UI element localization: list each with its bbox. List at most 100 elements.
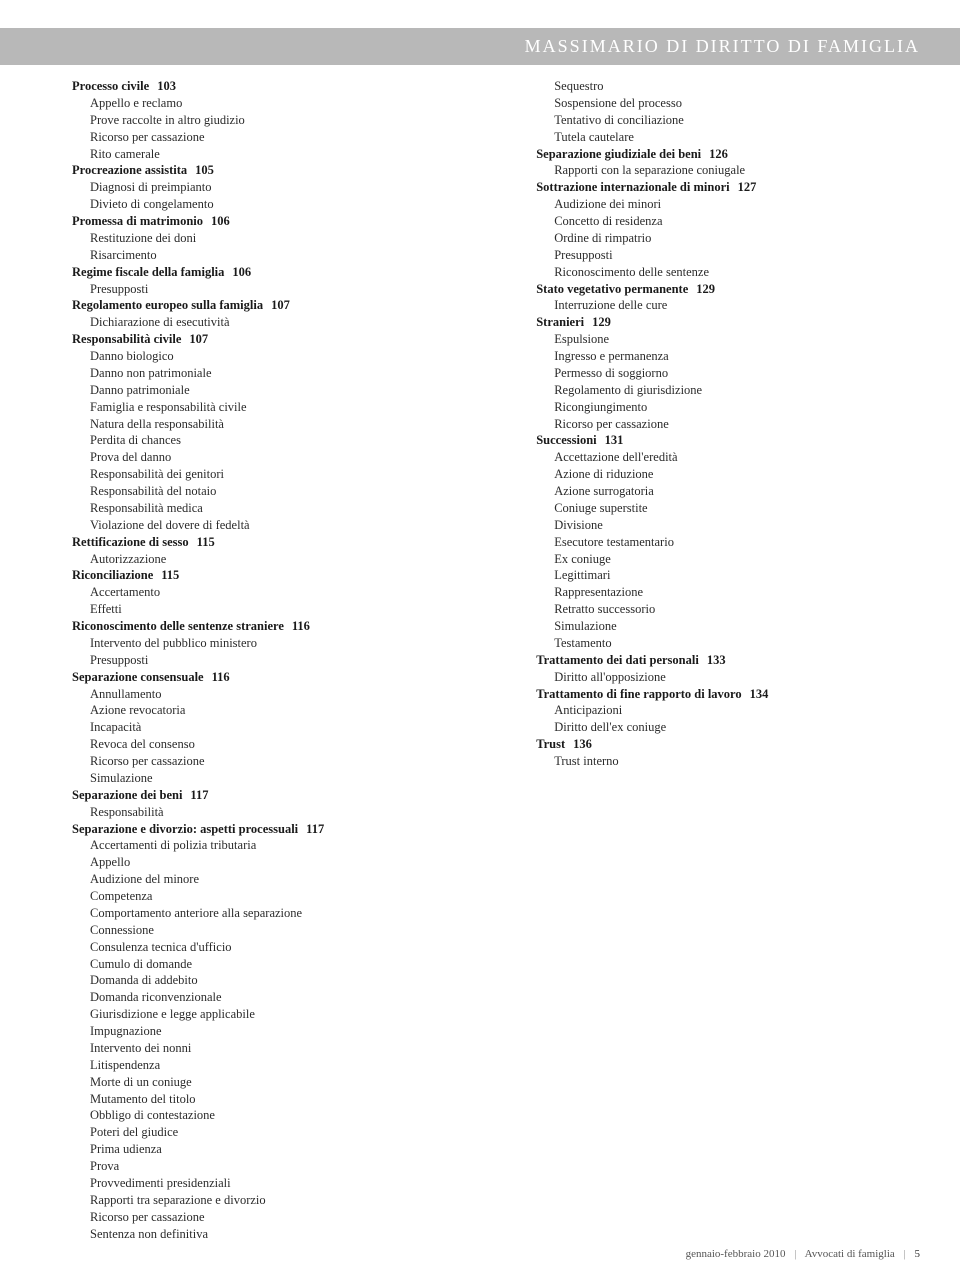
index-heading: Riconciliazione115 [72, 567, 496, 584]
index-subentry: Danno non patrimoniale [72, 365, 496, 382]
index-subentry: Autorizzazione [72, 551, 496, 568]
page-footer: gennaio-febbraio 2010 | Avvocati di fami… [686, 1248, 920, 1260]
index-column-right: SequestroSospensione del processoTentati… [536, 78, 920, 1242]
index-subentry: Revoca del consenso [72, 736, 496, 753]
index-subentry: Retratto successorio [536, 601, 920, 618]
index-subentry: Sospensione del processo [536, 95, 920, 112]
index-heading-page: 127 [738, 180, 757, 194]
index-subentry: Anticipazioni [536, 702, 920, 719]
index-heading-page: 103 [157, 79, 176, 93]
index-subentry: Sentenza non definitiva [72, 1226, 496, 1243]
index-subentry: Danno patrimoniale [72, 382, 496, 399]
index-subentry: Restituzione dei doni [72, 230, 496, 247]
index-subentry: Perdita di chances [72, 432, 496, 449]
index-subentry: Cumulo di domande [72, 956, 496, 973]
index-subentry: Morte di un coniuge [72, 1074, 496, 1091]
index-subentry: Legittimari [536, 567, 920, 584]
index-subentry: Tutela cautelare [536, 129, 920, 146]
index-subentry: Giurisdizione e legge applicabile [72, 1006, 496, 1023]
index-subentry: Azione di riduzione [536, 466, 920, 483]
index-subentry: Coniuge superstite [536, 500, 920, 517]
index-subentry: Riconoscimento delle sentenze [536, 264, 920, 281]
index-heading-title: Responsabilità civile [72, 332, 181, 346]
index-subentry: Presupposti [536, 247, 920, 264]
index-heading: Separazione consensuale116 [72, 669, 496, 686]
index-subentry: Ricorso per cassazione [72, 1209, 496, 1226]
index-heading-page: 131 [605, 433, 624, 447]
index-subentry: Ingresso e permanenza [536, 348, 920, 365]
index-column-left: Processo civile103Appello e reclamoProve… [72, 78, 496, 1242]
index-heading: Riconoscimento delle sentenze straniere1… [72, 618, 496, 635]
index-heading: Responsabilità civile 107 [72, 331, 496, 348]
index-heading: Promessa di matrimonio106 [72, 213, 496, 230]
index-subentry: Rapporti con la separazione coniugale [536, 162, 920, 179]
footer-divider: | [904, 1248, 906, 1260]
index-heading-title: Sottrazione internazionale di minori [536, 180, 729, 194]
index-heading: Regolamento europeo sulla famiglia 107 [72, 297, 496, 314]
index-subentry: Rito camerale [72, 146, 496, 163]
index-heading-page: 107 [189, 332, 208, 346]
index-heading-page: 107 [271, 298, 290, 312]
index-subentry: Accertamento [72, 584, 496, 601]
index-subentry: Responsabilità [72, 804, 496, 821]
index-heading-page: 129 [592, 315, 611, 329]
index-subentry: Audizione dei minori [536, 196, 920, 213]
index-heading-page: 117 [190, 788, 208, 802]
index-subentry: Tentativo di conciliazione [536, 112, 920, 129]
index-subentry: Presupposti [72, 652, 496, 669]
index-heading-page: 115 [161, 568, 179, 582]
index-heading-title: Trattamento dei dati personali [536, 653, 699, 667]
index-heading: Separazione giudiziale dei beni126 [536, 146, 920, 163]
index-subentry: Comportamento anteriore alla separazione [72, 905, 496, 922]
footer-publication: Avvocati di famiglia [805, 1248, 895, 1260]
index-subentry: Testamento [536, 635, 920, 652]
index-subentry: Danno biologico [72, 348, 496, 365]
index-subentry: Interruzione delle cure [536, 297, 920, 314]
index-heading: Trattamento dei dati personali 133 [536, 652, 920, 669]
index-subentry: Prove raccolte in altro giudizio [72, 112, 496, 129]
index-heading-title: Regolamento europeo sulla famiglia [72, 298, 263, 312]
index-subentry: Diritto all'opposizione [536, 669, 920, 686]
index-subentry: Mutamento del titolo [72, 1091, 496, 1108]
index-heading-page: 133 [707, 653, 726, 667]
index-subentry: Simulazione [72, 770, 496, 787]
index-heading-title: Successioni [536, 433, 596, 447]
index-subentry: Provvedimenti presidenziali [72, 1175, 496, 1192]
footer-divider: | [794, 1248, 796, 1260]
page-header: MASSIMARIO DI DIRITTO DI FAMIGLIA [0, 28, 960, 65]
index-subentry: Regolamento di giurisdizione [536, 382, 920, 399]
index-subentry: Prova del danno [72, 449, 496, 466]
index-heading: Processo civile 103 [72, 78, 496, 95]
index-subentry: Prova [72, 1158, 496, 1175]
index-heading-title: Processo civile [72, 79, 149, 93]
index-subentry: Annullamento [72, 686, 496, 703]
index-subentry: Dichiarazione di esecutività [72, 314, 496, 331]
index-heading-page: 105 [195, 163, 214, 177]
index-heading-title: Rettificazione di sesso [72, 535, 189, 549]
index-subentry: Intervento del pubblico ministero [72, 635, 496, 652]
index-subentry: Competenza [72, 888, 496, 905]
index-subentry: Ordine di rimpatrio [536, 230, 920, 247]
index-subentry: Violazione del dovere di fedeltà [72, 517, 496, 534]
index-heading: Procreazione assistita105 [72, 162, 496, 179]
index-heading-page: 115 [197, 535, 215, 549]
footer-date: gennaio-febbraio 2010 [686, 1248, 786, 1260]
index-heading-title: Stranieri [536, 315, 584, 329]
index-heading: Successioni 131 [536, 432, 920, 449]
index-heading-page: 136 [573, 737, 592, 751]
index-subentry: Effetti [72, 601, 496, 618]
index-subentry: Domanda di addebito [72, 972, 496, 989]
index-heading-page: 106 [232, 265, 251, 279]
index-heading-page: 116 [212, 670, 230, 684]
index-subentry: Risarcimento [72, 247, 496, 264]
index-heading-page: 106 [211, 214, 230, 228]
index-subentry: Trust interno [536, 753, 920, 770]
index-heading-title: Trust [536, 737, 565, 751]
index-heading: Rettificazione di sesso 115 [72, 534, 496, 551]
index-subentry: Ex coniuge [536, 551, 920, 568]
index-subentry: Divieto di congelamento [72, 196, 496, 213]
index-subentry: Responsabilità medica [72, 500, 496, 517]
index-subentry: Concetto di residenza [536, 213, 920, 230]
index-heading-title: Separazione dei beni [72, 788, 182, 802]
index-subentry: Azione surrogatoria [536, 483, 920, 500]
